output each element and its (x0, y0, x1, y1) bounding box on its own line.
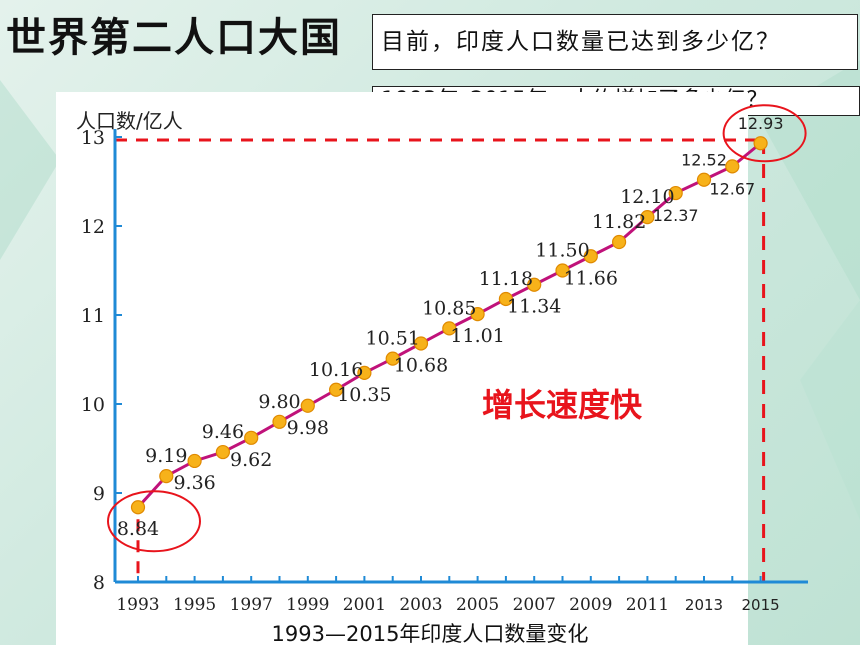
data-point (470, 307, 485, 322)
data-label: 9.36 (173, 472, 215, 494)
data-label: 10.68 (394, 354, 448, 376)
data-label: 11.82 (592, 211, 646, 233)
data-label: 11.66 (564, 267, 618, 289)
data-label: 9.46 (202, 421, 244, 443)
data-label: 12.10 (620, 186, 674, 208)
data-label: 9.19 (145, 445, 187, 467)
x-tick-label: 2009 (569, 595, 612, 615)
data-label: 8.84 (117, 518, 159, 540)
y-tick-label: 10 (81, 394, 105, 416)
data-point (159, 468, 174, 484)
data-label: 10.51 (365, 328, 419, 350)
y-tick-label: 12 (81, 216, 105, 238)
data-point (611, 234, 627, 250)
highlight-circle-2015 (722, 104, 807, 163)
y-tick-label: 8 (93, 572, 105, 594)
data-label: 10.16 (309, 359, 363, 381)
x-tick-label: 2003 (399, 595, 442, 615)
data-label: 11.34 (507, 296, 561, 318)
data-label: 11.50 (535, 240, 589, 262)
data-point (527, 277, 542, 292)
data-point (244, 430, 259, 445)
data-point (725, 159, 740, 174)
data-point (555, 263, 570, 278)
data-label: 12.37 (653, 206, 699, 225)
chart-panel (56, 92, 748, 645)
data-label: 12.52 (681, 151, 727, 170)
data-label: 9.98 (287, 417, 329, 439)
highlight-circle-1993 (107, 490, 201, 553)
data-point (272, 414, 287, 429)
x-tick-label: 2011 (626, 595, 669, 615)
page-title: 世界第二人口大国 (6, 14, 342, 61)
data-point (413, 336, 429, 351)
data-label: 12.67 (709, 179, 755, 198)
y-tick-label: 13 (81, 127, 105, 149)
x-tick-label: 2005 (456, 595, 499, 615)
x-tick-label: 1999 (286, 595, 329, 615)
data-label: 11.18 (479, 268, 533, 290)
x-tick-label: 1997 (230, 595, 273, 615)
x-tick-label: 2001 (343, 595, 386, 615)
data-point (385, 351, 400, 366)
x-tick-label: 1995 (173, 595, 216, 615)
data-point (498, 291, 513, 307)
data-label: 10.85 (422, 297, 476, 319)
data-label: 12.93 (738, 114, 784, 133)
x-tick-label: 2013 (685, 596, 723, 614)
data-point (640, 210, 655, 225)
data-point (753, 136, 768, 151)
data-point (215, 444, 230, 460)
data-label: 10.35 (337, 384, 391, 406)
data-point (583, 249, 598, 264)
x-tick-label: 2007 (513, 595, 556, 615)
chart-caption: 1993—2015年印度人口数量变化 (272, 622, 589, 645)
x-tick-label: 1993 (116, 595, 159, 615)
data-label: 9.80 (258, 391, 300, 413)
data-label: 9.62 (230, 449, 272, 471)
data-point (668, 185, 683, 201)
growth-annotation: 增长速度快 (482, 386, 643, 424)
question-box-current-population: 目前，印度人口数量已达到多少亿？ (372, 14, 858, 70)
y-tick-label: 11 (81, 305, 105, 327)
data-point (300, 398, 315, 413)
data-point (329, 382, 344, 397)
data-point (187, 453, 202, 469)
data-point (696, 172, 712, 187)
data-label: 11.01 (450, 325, 504, 347)
x-tick-label: 2015 (742, 596, 780, 614)
data-point (130, 500, 146, 515)
data-point (357, 365, 372, 380)
y-tick-label: 9 (93, 483, 105, 505)
y-axis-label: 人口数/亿人 (76, 109, 183, 133)
data-point (442, 321, 457, 336)
